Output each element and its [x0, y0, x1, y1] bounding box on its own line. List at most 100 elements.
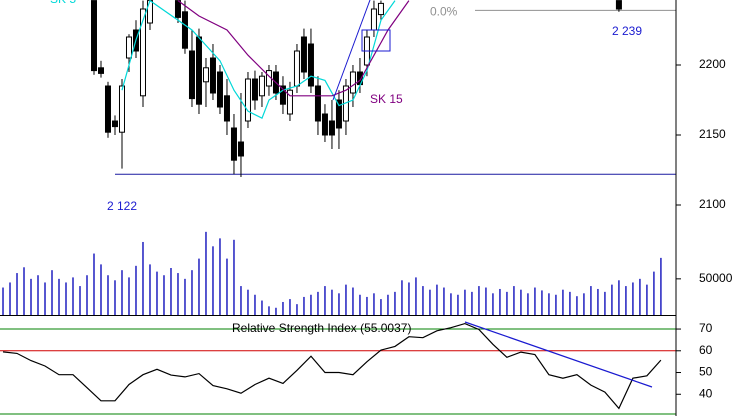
y-tick-label: 60	[699, 343, 713, 357]
volume-bar	[345, 284, 347, 315]
volume-bar	[590, 286, 592, 315]
series-label: SK 15	[370, 92, 403, 106]
volume-bar	[205, 231, 207, 315]
volume-bar	[324, 286, 326, 315]
volume-bar	[583, 293, 585, 315]
level-name: 0.0%	[430, 5, 458, 19]
volume-bar	[114, 280, 116, 315]
volume-bar	[534, 287, 536, 315]
candle-body	[97, 67, 104, 74]
level-label: 2 122	[107, 199, 137, 213]
volume-bar	[184, 278, 186, 315]
volume-bar	[93, 253, 95, 315]
volume-bar	[303, 296, 305, 315]
volume-bar	[366, 296, 368, 315]
volume-bar	[359, 294, 361, 315]
candle-body	[90, 0, 97, 72]
volume-bar	[23, 267, 25, 315]
volume-bar	[72, 277, 74, 315]
volume-bar	[520, 289, 522, 315]
volume-bar	[233, 239, 235, 315]
volume-bar	[569, 291, 571, 315]
candle-body	[370, 8, 377, 31]
y-tick-label: 2200	[699, 57, 726, 71]
volume-bar	[86, 275, 88, 315]
volume-bar	[604, 291, 606, 315]
volume-bar	[632, 282, 634, 315]
volume-bar	[611, 284, 613, 315]
volume-bar	[597, 288, 599, 315]
rsi-trend-line	[464, 321, 653, 388]
y-tick-label: 50	[699, 365, 713, 379]
candle-body	[279, 85, 286, 105]
trend-line	[332, 0, 371, 101]
volume-bar	[170, 268, 172, 315]
candle-body	[125, 36, 132, 59]
candle-body	[293, 50, 300, 87]
candle-body	[216, 71, 223, 108]
volume-bar	[401, 280, 403, 315]
volume-bar	[415, 277, 417, 315]
volume-bar	[156, 271, 158, 315]
volume-bar	[240, 286, 242, 315]
volume-bar	[198, 258, 200, 315]
volume-bar	[275, 307, 277, 315]
candle-body	[174, 0, 181, 18]
candle-body	[181, 11, 188, 49]
volume-bar	[9, 282, 11, 315]
volume-bar	[107, 275, 109, 315]
candle-body	[188, 50, 195, 100]
candle-body	[104, 85, 111, 133]
candle-body	[349, 71, 356, 94]
volume-bar	[352, 287, 354, 315]
volume-bar	[646, 284, 648, 315]
level-label: 2 239	[612, 24, 642, 38]
volume-bar	[548, 293, 550, 315]
plot	[0, 0, 676, 415]
volume-bar	[2, 287, 4, 315]
candle-body	[615, 0, 622, 10]
volume-bar	[121, 270, 123, 315]
volume-bar	[429, 289, 431, 315]
volume-bar	[226, 258, 228, 315]
candle-body	[377, 2, 384, 16]
volume-bar	[373, 293, 375, 315]
candle-body	[209, 57, 216, 94]
volume-bar	[219, 238, 221, 315]
volume-bar	[660, 257, 662, 315]
volume-bar	[464, 289, 466, 315]
volume-bar	[457, 294, 459, 315]
volume-bar	[562, 289, 564, 315]
candle-body	[118, 85, 125, 133]
y-tick-label: 2100	[699, 197, 726, 211]
candle-body	[307, 43, 314, 87]
candle-body	[258, 75, 265, 97]
volume-bar	[513, 286, 515, 315]
volume-bar	[338, 293, 340, 315]
volume-bar	[177, 273, 179, 315]
volume-bar	[394, 291, 396, 315]
volume-bar	[506, 291, 508, 315]
volume-bar	[128, 277, 130, 315]
volume-bar	[408, 282, 410, 315]
volume-bar	[485, 287, 487, 315]
volume-bar	[247, 289, 249, 315]
volume-bar	[100, 264, 102, 315]
volume-bar	[310, 294, 312, 315]
candle-body	[223, 95, 230, 122]
volume-bar	[499, 288, 501, 315]
y-tick-label: 70	[699, 321, 713, 335]
volume-bar	[331, 289, 333, 315]
volume-bar	[576, 296, 578, 315]
volume-bar	[163, 275, 165, 315]
candle-body	[300, 36, 307, 73]
volume-bar	[142, 241, 144, 315]
candle-body	[139, 8, 146, 97]
volume-bar	[37, 275, 39, 315]
candle-body	[335, 99, 342, 129]
volume-bar	[422, 286, 424, 315]
y-tick-label: 2150	[699, 127, 726, 141]
candle-body	[286, 89, 293, 115]
volume-bar	[450, 293, 452, 315]
